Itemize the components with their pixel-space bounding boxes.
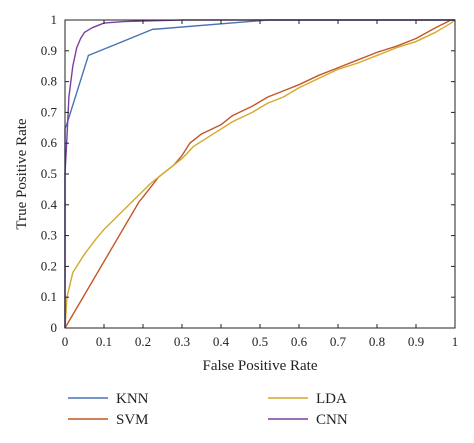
- legend-label-svm: SVM: [116, 412, 149, 428]
- x-tick-label: 0.6: [291, 334, 308, 349]
- y-axis-label: True Positive Rate: [14, 118, 30, 229]
- legend-label-cnn: CNN: [316, 412, 348, 428]
- legend: KNN SVM LDA CNN: [68, 391, 348, 428]
- y-tick-label: 0: [51, 320, 58, 335]
- x-axis-label: False Positive Rate: [203, 358, 318, 374]
- y-tick-label: 0.4: [41, 197, 58, 212]
- legend-label-lda: LDA: [316, 391, 347, 407]
- y-tick-label: 0.5: [41, 166, 57, 181]
- y-tick-label: 0.7: [41, 104, 58, 119]
- x-tick-label: 0.9: [408, 334, 424, 349]
- y-tick-label: 1: [51, 12, 58, 27]
- x-axis-ticks: 0 0.1 0.2 0.3 0.4 0.5 0.6 0.7 0.8 0.9 1: [62, 20, 459, 349]
- x-tick-label: 0.7: [330, 334, 347, 349]
- y-tick-label: 0.1: [41, 289, 57, 304]
- y-tick-label: 0.6: [41, 135, 58, 150]
- x-tick-label: 0: [62, 334, 69, 349]
- x-tick-label: 0.2: [135, 334, 151, 349]
- y-tick-label: 0.9: [41, 43, 57, 58]
- x-tick-label: 1: [452, 334, 459, 349]
- series-line-cnn: [64, 19, 455, 328]
- y-tick-label: 0.8: [41, 74, 57, 89]
- y-axis-ticks: 0 0.1 0.2 0.3 0.4 0.5 0.6 0.7 0.8 0.9 1: [41, 12, 455, 335]
- x-tick-label: 0.5: [252, 334, 268, 349]
- x-tick-label: 0.1: [96, 334, 112, 349]
- x-tick-label: 0.4: [213, 334, 230, 349]
- x-tick-label: 0.3: [174, 334, 190, 349]
- series-line-lda: [64, 19, 456, 329]
- x-tick-label: 0.8: [369, 334, 385, 349]
- y-tick-label: 0.3: [41, 228, 57, 243]
- legend-label-knn: KNN: [116, 391, 149, 407]
- y-tick-label: 0.2: [41, 258, 57, 273]
